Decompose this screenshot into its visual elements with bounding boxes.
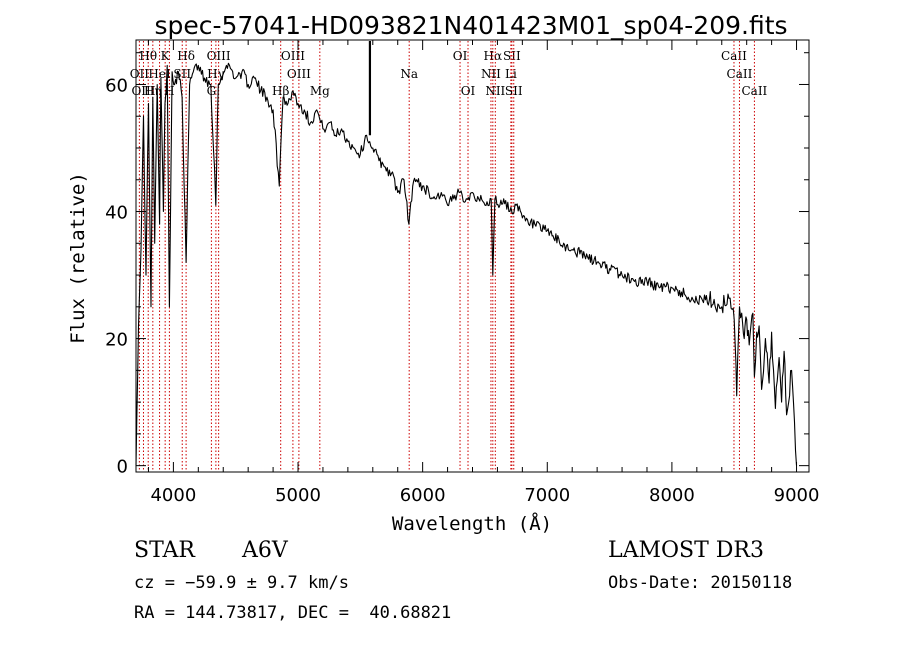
line-marker-label-26: SII [505,84,523,98]
x-axis-label: Wavelength (Å) [392,512,552,535]
x-tick-label: 6000 [400,485,446,506]
y-tick-label: 0 [117,457,128,478]
line-marker-label-24: OI [461,84,476,98]
line-marker-label-16: Li [505,67,517,81]
line-marker-label-25: NII [485,84,505,98]
line-marker-label-15: NII [481,67,501,81]
axis-ticks: 4000 5000 6000 7000 8000 9000 0 20 40 60 [105,40,819,506]
line-marker-label-13: OIII [287,67,311,81]
x-tick-label: 9000 [774,485,820,506]
line-marker-label-2: Hδ [177,49,195,63]
line-marker-label-0: Hθ [139,49,157,63]
survey-name: LAMOST DR3 [608,538,764,563]
line-marker-label-8: CaII [721,49,747,63]
object-class: STAR [134,538,195,563]
line-marker-label-9: OII [130,67,150,81]
line-marker-label-27: CaII [741,84,767,98]
x-tick-label: 4000 [150,485,196,506]
redshift-cz: cz = −59.9 ± 9.7 km/s [134,573,349,593]
y-axis-label: Flux (relative) [67,172,89,344]
ra-dec-coordinates: RA = 144.73817, DEC = 40.68821 [134,603,452,623]
line-marker-label-3: OIII [207,49,231,63]
observation-date: Obs-Date: 20150118 [608,573,793,593]
y-tick-label: 20 [105,330,128,351]
object-subclass: A6V [242,538,288,563]
plot-frame [135,39,810,473]
line-marker-label-17: CaII [727,67,753,81]
line-marker-label-23: Mg [310,84,330,98]
line-marker-label-6: Hα [484,49,503,63]
line-marker-label-22: Hβ [272,84,289,98]
line-marker-label-14: Na [400,67,418,81]
spectrum-line [135,62,798,466]
x-tick-label: 5000 [275,485,321,506]
chart-title: spec-57041-HD093821N401423M01_sp04-209.f… [154,11,787,40]
line-marker-label-5: OI [453,49,468,63]
x-tick-label: 8000 [649,485,695,506]
line-marker-label-18: OIII [131,84,155,98]
y-tick-label: 60 [105,75,128,96]
series-layer [135,41,798,466]
line-marker-label-10: HeI [148,67,171,81]
y-tick-label: 40 [105,203,128,224]
x-tick-label: 7000 [524,485,570,506]
line-marker-label-20: H [164,84,174,98]
line-marker-label-4: OIII [281,49,305,63]
line-marker-label-11: SII [173,67,191,81]
line-marker-label-7: SII [503,49,521,63]
line-marker-label-19: Hη [144,84,162,98]
line-marker-label-1: K [161,49,171,63]
